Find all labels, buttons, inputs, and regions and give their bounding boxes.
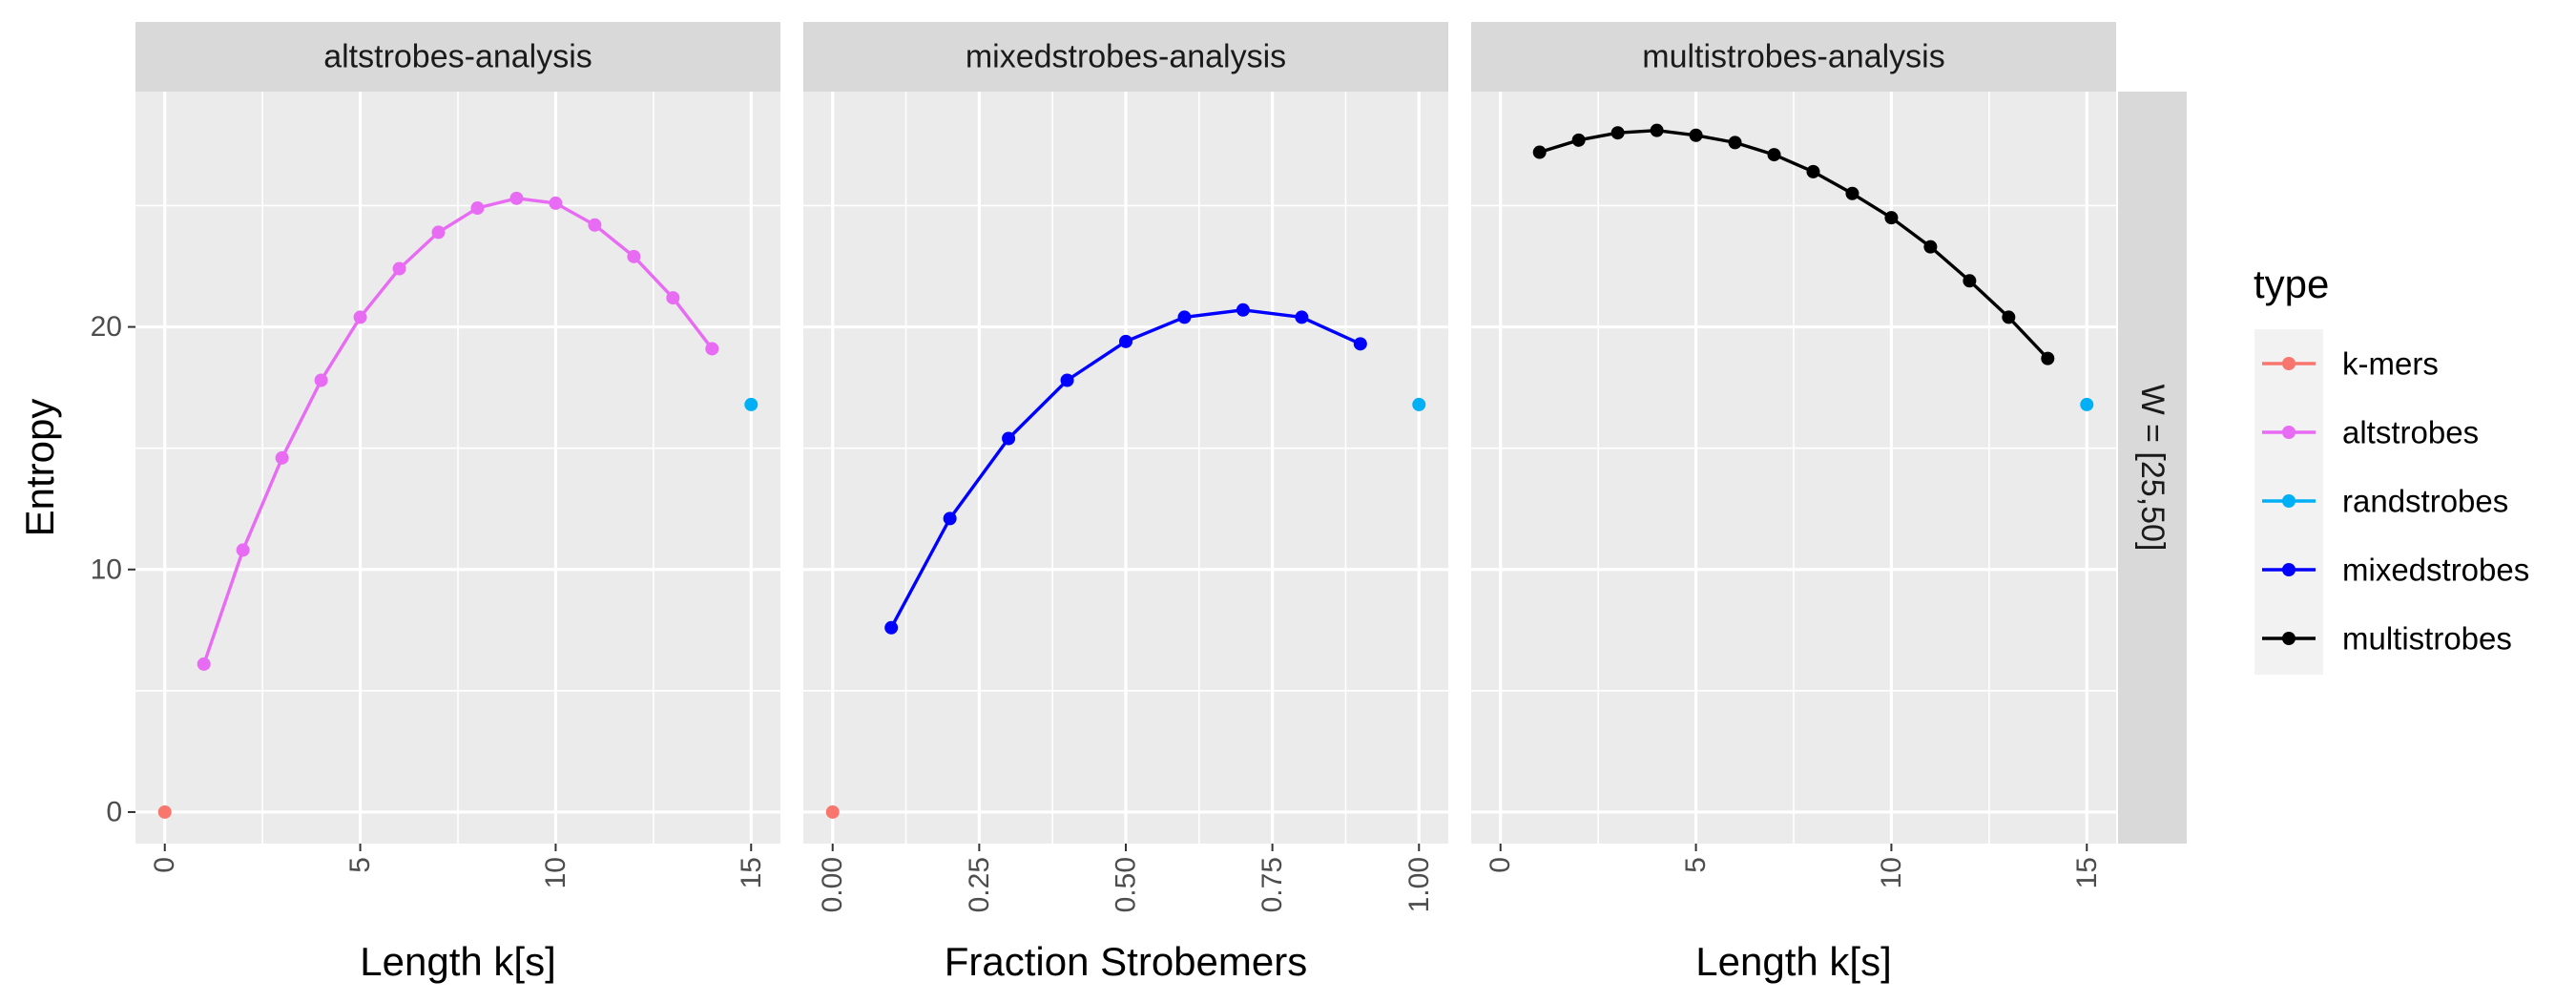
data-point-k-mers (825, 804, 840, 819)
legend-label-k-mers: k-mers (2342, 346, 2439, 382)
x-tick-label: 5 (1680, 857, 1712, 873)
legend-key-point-mixedstrobes (2282, 563, 2296, 576)
row-strip-background (2118, 92, 2187, 844)
legend-entries: k-mers altstrobes randstrobes mixedstrobes m… (2262, 346, 2529, 657)
data-point-randstrobes (744, 397, 758, 411)
x-axis-title: Length k[s] (360, 939, 555, 984)
data-point-multistrobes (1571, 133, 1586, 147)
data-point-multistrobes (1689, 128, 1703, 142)
data-point-multistrobes (2041, 351, 2055, 365)
data-point-altstrobes (509, 191, 524, 205)
data-point-multistrobes (2002, 310, 2016, 324)
y-tick-label: 20 (91, 311, 122, 343)
data-point-altstrobes (470, 201, 485, 216)
data-point-altstrobes (705, 342, 719, 356)
data-point-multistrobes (1963, 274, 1977, 288)
y-tick-label: 0 (106, 796, 122, 827)
legend-label-mixedstrobes: mixedstrobes (2342, 553, 2529, 588)
data-point-altstrobes (666, 291, 680, 305)
x-tick-label: 0 (149, 857, 180, 873)
series-line-altstrobes (202, 197, 714, 665)
panel-2: mixedstrobes-analysis 0.00 0.25 0.50 0.75 1.0… (803, 22, 1448, 984)
data-point-mixedstrobes (1002, 431, 1016, 446)
data-point-altstrobes (392, 261, 406, 276)
data-point-mixedstrobes (1236, 303, 1250, 317)
x-tick-label: 10 (1876, 857, 1907, 888)
data-point-mixedstrobes (1119, 334, 1132, 348)
data-point-multistrobes (1884, 211, 1899, 225)
data-point-mixedstrobes (1177, 310, 1192, 324)
data-point-mixedstrobes (1060, 373, 1074, 387)
legend-key-point-altstrobes (2282, 426, 2296, 439)
panel-strip-label: multistrobes-analysis (1642, 39, 1944, 75)
panel-strip-background (135, 22, 780, 92)
x-axis-title: Length k[s] (1695, 939, 1891, 984)
chart-panels: altstrobes-analysis 0 5 10 15 0 10 20 Length k[s… (91, 22, 2116, 984)
x-tick-label: 0.75 (1257, 857, 1288, 912)
x-tick-label: 1.00 (1403, 857, 1435, 912)
data-point-altstrobes (588, 218, 602, 232)
row-strip-label: W = [25,50] (2134, 385, 2171, 552)
legend-label-altstrobes: altstrobes (2342, 415, 2479, 450)
data-point-randstrobes (1412, 397, 1426, 411)
x-tick-label: 15 (736, 857, 767, 888)
legend-key-point-randstrobes (2282, 494, 2296, 508)
legend: type k-mers altstrobes randstrobes mixedstr… (2254, 261, 2529, 675)
data-point-mixedstrobes (884, 620, 899, 635)
x-tick-label: 0 (1485, 857, 1516, 873)
data-point-altstrobes (275, 450, 289, 465)
data-point-altstrobes (549, 196, 563, 210)
x-tick-label: 0.25 (964, 857, 995, 912)
data-point-multistrobes (1845, 186, 1859, 200)
legend-key-point-k-mers (2282, 357, 2296, 370)
y-tick-label: 10 (91, 553, 122, 585)
x-tick-label: 0.50 (1111, 857, 1142, 912)
data-point-altstrobes (431, 225, 446, 240)
panel-strip-label: altstrobes-analysis (323, 39, 592, 75)
legend-title: type (2254, 261, 2329, 306)
data-point-k-mers (157, 804, 172, 819)
panel-strip-label: mixedstrobes-analysis (966, 39, 1286, 75)
panel-strip-background (803, 22, 1448, 92)
data-point-multistrobes (1806, 164, 1820, 178)
x-tick-label: 10 (540, 857, 571, 888)
data-point-multistrobes (1532, 145, 1547, 159)
data-point-mixedstrobes (943, 511, 957, 526)
data-point-mixedstrobes (1353, 337, 1367, 351)
data-point-mixedstrobes (1295, 310, 1309, 324)
row-strip: W = [25,50] (2118, 92, 2187, 844)
data-point-multistrobes (1650, 123, 1664, 137)
data-point-multistrobes (1610, 126, 1625, 140)
legend-label-multistrobes: multistrobes (2342, 621, 2512, 657)
data-point-multistrobes (1728, 136, 1742, 150)
x-tick-label: 5 (344, 857, 376, 873)
data-point-altstrobes (627, 249, 641, 263)
panel-strip-background (1471, 22, 2116, 92)
x-tick-label: 15 (2071, 857, 2103, 888)
legend-label-randstrobes: randstrobes (2342, 484, 2508, 519)
data-point-altstrobes (314, 373, 328, 387)
x-tick-label: 0.00 (817, 857, 848, 912)
panel-3: multistrobes-analysis 0 5 10 15 Length k[s] (1471, 22, 2116, 984)
data-point-multistrobes (1923, 240, 1938, 254)
x-axis-title: Fraction Strobemers (945, 939, 1307, 984)
legend-key-point-multistrobes (2282, 632, 2296, 645)
panel-1: altstrobes-analysis 0 5 10 15 0 10 20 Length k[s… (91, 22, 780, 984)
data-point-altstrobes (197, 657, 211, 671)
data-point-altstrobes (353, 310, 367, 324)
data-point-multistrobes (1767, 148, 1781, 162)
data-point-altstrobes (236, 543, 250, 557)
y-axis-title: Entropy (17, 399, 62, 537)
data-point-randstrobes (2080, 397, 2094, 411)
